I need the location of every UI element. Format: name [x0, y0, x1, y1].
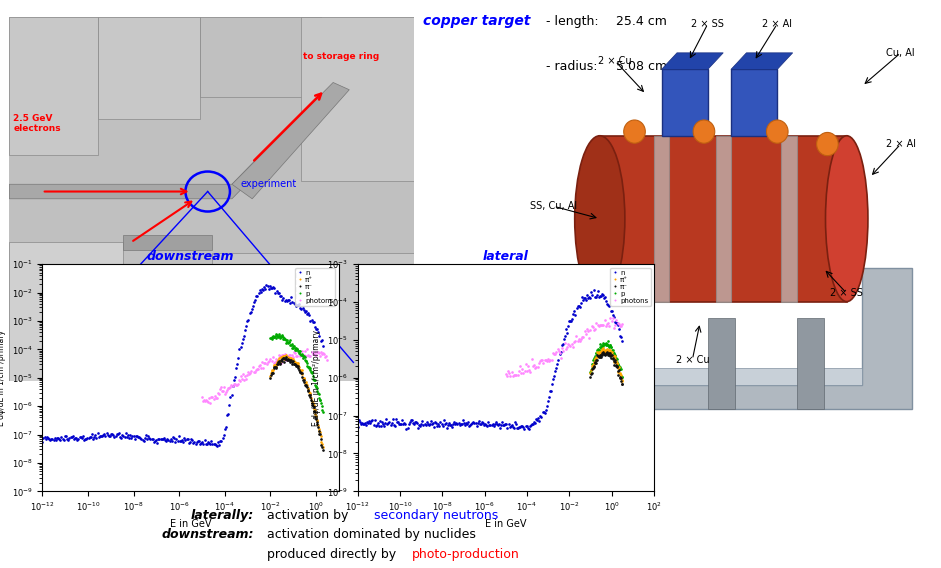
- FancyBboxPatch shape: [662, 69, 708, 136]
- Circle shape: [694, 120, 715, 143]
- Text: experiment: experiment: [240, 179, 296, 189]
- Text: 5.08 cm: 5.08 cm: [616, 60, 667, 73]
- Polygon shape: [9, 155, 261, 199]
- Text: downstream:: downstream:: [162, 528, 254, 541]
- Bar: [9, 17, 99, 155]
- Bar: [131, 279, 212, 381]
- X-axis label: E in GeV: E in GeV: [169, 519, 212, 529]
- Bar: [212, 253, 414, 381]
- Polygon shape: [662, 53, 724, 69]
- Text: to storage ring: to storage ring: [303, 52, 379, 61]
- Ellipse shape: [575, 136, 625, 302]
- Text: 2 × Cu: 2 × Cu: [598, 56, 632, 66]
- Text: 2.5 GeV
electrons: 2.5 GeV electrons: [13, 114, 61, 133]
- Text: produced directly by: produced directly by: [259, 548, 400, 561]
- Text: 25.4 cm: 25.4 cm: [616, 15, 667, 28]
- FancyBboxPatch shape: [731, 69, 777, 136]
- Text: 2 × Cu: 2 × Cu: [676, 354, 710, 365]
- X-axis label: E in GeV: E in GeV: [485, 519, 527, 529]
- Polygon shape: [9, 17, 414, 381]
- Text: 2 × Al: 2 × Al: [762, 19, 792, 29]
- Bar: [654, 136, 669, 302]
- Ellipse shape: [825, 136, 868, 302]
- Text: 2 × SS: 2 × SS: [692, 19, 725, 29]
- Circle shape: [817, 132, 838, 156]
- Polygon shape: [577, 269, 913, 410]
- Bar: [615, 318, 642, 410]
- Polygon shape: [599, 136, 847, 302]
- Text: 2 × Al: 2 × Al: [885, 139, 916, 149]
- Polygon shape: [231, 82, 349, 199]
- Text: - radius:: - radius:: [546, 60, 598, 73]
- Polygon shape: [122, 235, 212, 250]
- Bar: [99, 17, 199, 119]
- Text: 2 × SS: 2 × SS: [830, 289, 863, 298]
- Title: downstream: downstream: [147, 250, 234, 263]
- Text: activation dominated by nuclides: activation dominated by nuclides: [259, 528, 475, 541]
- Y-axis label: E dφ/dE in 1/cm²/primary: E dφ/dE in 1/cm²/primary: [0, 329, 6, 426]
- Bar: [796, 318, 823, 410]
- Bar: [199, 17, 321, 97]
- Text: secondary neutrons: secondary neutrons: [374, 508, 498, 521]
- Bar: [715, 136, 731, 302]
- Bar: [301, 17, 414, 181]
- Polygon shape: [731, 53, 792, 69]
- Text: - length:: - length:: [546, 15, 598, 28]
- Text: copper target: copper target: [423, 14, 531, 28]
- Text: activation by: activation by: [259, 508, 352, 521]
- Legend: n, π⁺, π⁻, p, photons: n, π⁺, π⁻, p, photons: [611, 268, 650, 306]
- Title: lateral: lateral: [483, 250, 529, 263]
- Bar: [708, 318, 735, 410]
- Text: photo-production: photo-production: [412, 548, 520, 561]
- Y-axis label: E dφ/dE in 1/cm²/primary: E dφ/dE in 1/cm²/primary: [312, 329, 321, 426]
- Text: SS, Cu, Al: SS, Cu, Al: [530, 201, 577, 211]
- Bar: [9, 243, 122, 381]
- Text: laterally:: laterally:: [191, 508, 254, 521]
- Circle shape: [767, 120, 788, 143]
- Legend: n, π⁺, π⁻, p, photons: n, π⁺, π⁻, p, photons: [295, 268, 335, 306]
- Bar: [781, 136, 796, 302]
- Polygon shape: [577, 368, 862, 385]
- Text: Cu, Al: Cu, Al: [886, 48, 915, 58]
- Circle shape: [624, 120, 646, 143]
